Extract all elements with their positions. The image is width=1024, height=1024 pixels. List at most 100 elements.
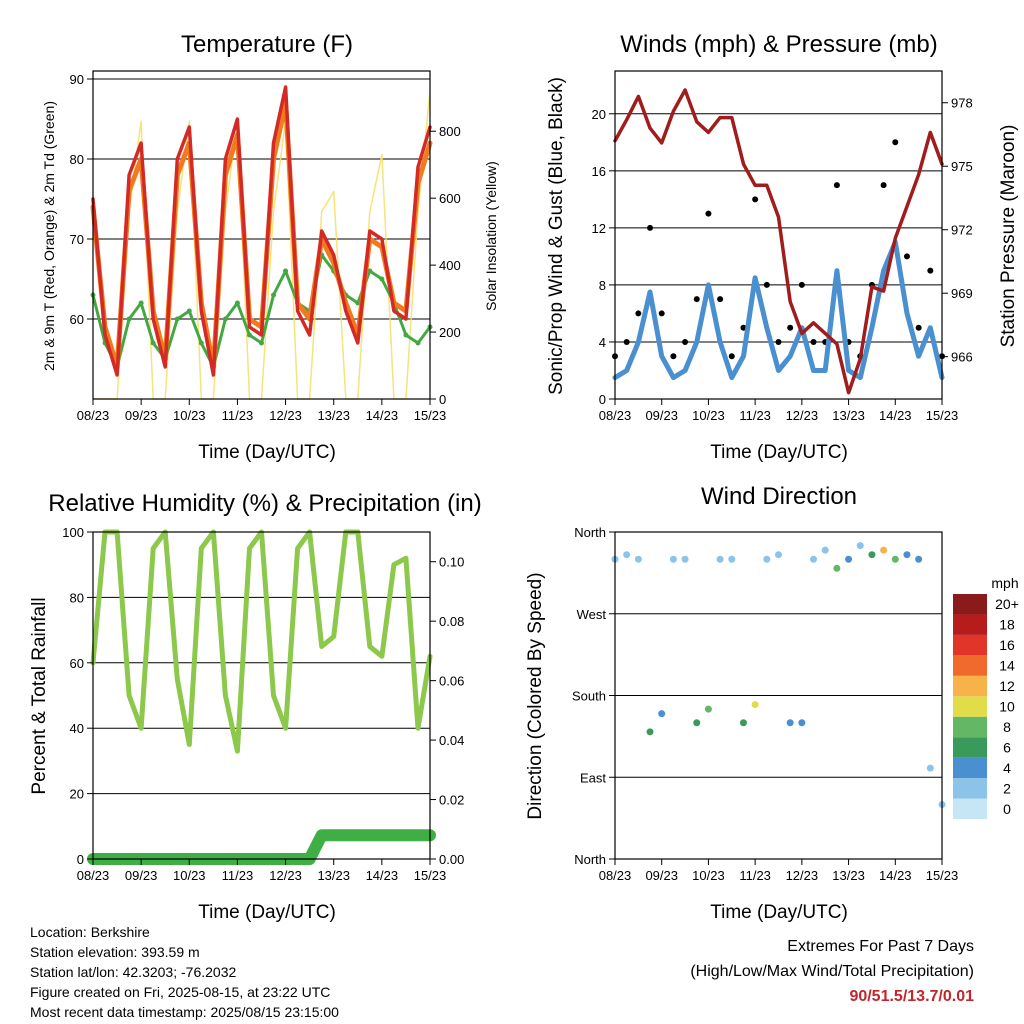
colorbar-label: 16 bbox=[999, 637, 1015, 653]
direction-point bbox=[739, 719, 747, 727]
temperature-ylabel-right: Solar Insolation (Yellow) bbox=[483, 161, 499, 311]
y-tick-label: East bbox=[580, 770, 606, 785]
relative-humidity-line bbox=[90, 529, 433, 754]
humidity-plot-frame bbox=[92, 531, 431, 860]
x-tick-label: 09/23 bbox=[645, 868, 678, 883]
gust-point bbox=[798, 281, 805, 288]
colorbar-swatch bbox=[953, 737, 987, 758]
gust-point bbox=[763, 281, 770, 288]
y-tick-label: 12 bbox=[592, 221, 606, 236]
temperature-series bbox=[90, 85, 433, 400]
winds-x-ticks: 08/23 09/23 10/23 11/23 12/23 13/23 14/23 15/23 bbox=[599, 399, 958, 423]
temperature-x-ticks: 08/23 09/23 10/23 11/23 12/23 13/23 14/23 15/23 bbox=[77, 399, 447, 423]
dewpoint-point bbox=[174, 316, 180, 322]
gust-point bbox=[635, 310, 642, 317]
direction-ylabel-left: Direction (Colored By Speed) bbox=[525, 572, 546, 819]
colorbar-label: 2 bbox=[1003, 780, 1011, 796]
direction-point bbox=[681, 555, 689, 563]
x-tick-label: 10/23 bbox=[692, 868, 725, 883]
y-tick-label: 0 bbox=[77, 852, 84, 867]
direction-point bbox=[669, 555, 677, 563]
dewpoint-point bbox=[259, 340, 264, 346]
y-right-tick-label: 0.08 bbox=[439, 614, 464, 629]
colorbar-label: 20+ bbox=[995, 596, 1019, 612]
gust-point bbox=[658, 310, 665, 317]
pressure-line bbox=[613, 88, 944, 395]
direction-y-left-ticks: North East South West North bbox=[572, 525, 615, 867]
colorbar-swatch bbox=[953, 675, 987, 697]
dewpoint-point bbox=[198, 340, 204, 346]
gust-point bbox=[705, 210, 712, 217]
colorbar-swatch bbox=[953, 757, 987, 779]
y-tick-label: West bbox=[577, 607, 607, 622]
x-tick-label: 13/23 bbox=[832, 868, 865, 883]
y-right-tick-label: 0.04 bbox=[439, 733, 464, 748]
colorbar-label: 8 bbox=[1003, 719, 1011, 735]
temperature-y-right-ticks: 0 200 400 600 800 bbox=[430, 124, 461, 407]
x-tick-label: 15/23 bbox=[414, 868, 447, 883]
winds-y-right-ticks: 966 969 972 975 978 bbox=[942, 96, 973, 365]
direction-point bbox=[693, 719, 701, 727]
y-right-tick-label: 978 bbox=[951, 96, 973, 111]
x-tick-label: 12/23 bbox=[786, 408, 819, 423]
x-tick-label: 14/23 bbox=[366, 868, 399, 883]
y-tick-label: 70 bbox=[70, 232, 84, 247]
humidity-x-ticks: 08/23 09/23 10/23 11/23 12/23 13/23 14/23 15/23 bbox=[77, 859, 447, 883]
colorbar-label: 0 bbox=[1003, 801, 1011, 817]
direction-title: Wind Direction bbox=[701, 483, 857, 510]
y-tick-label: 40 bbox=[70, 721, 84, 736]
extremes-heading: Extremes For Past 7 Days bbox=[787, 938, 974, 955]
temperature-plot-frame bbox=[92, 70, 431, 400]
y-right-tick-label: 969 bbox=[951, 286, 973, 301]
x-tick-label: 11/23 bbox=[222, 868, 254, 883]
y-tick-label: South bbox=[572, 689, 606, 704]
colorbar-title: mph bbox=[991, 575, 1018, 591]
winds-ylabel-left: Sonic/Prop Wind & Gust (Blue, Black) bbox=[546, 77, 567, 395]
colorbar-label: 14 bbox=[999, 658, 1015, 674]
y-tick-label: 100 bbox=[62, 525, 84, 540]
wind-speed-line bbox=[612, 239, 945, 381]
colorbar-swatch bbox=[953, 696, 987, 717]
y-tick-label: 16 bbox=[592, 164, 606, 179]
x-tick-label: 14/23 bbox=[879, 868, 912, 883]
temperature-panel: Temperature (F) 08/23 09/23 10/23 11/23 12/2… bbox=[41, 31, 499, 463]
direction-series bbox=[611, 542, 946, 808]
gust-point bbox=[693, 296, 700, 303]
dewpoint-point bbox=[138, 300, 144, 306]
direction-point bbox=[658, 710, 666, 718]
temperature-ylabel-left: 2m & 9m T (Red, Orange) & 2m Td (Green) bbox=[41, 101, 57, 371]
colorbar-label: 10 bbox=[999, 699, 1015, 715]
humidity-y-right-ticks: 0.00 0.02 0.04 0.06 0.08 0.10 bbox=[430, 555, 464, 867]
y-tick-label: 90 bbox=[70, 72, 84, 87]
figure-created: Figure created on Fri, 2025-08-15, at 23… bbox=[30, 984, 331, 1000]
dewpoint-point bbox=[379, 276, 385, 282]
station-elevation: Station elevation: 393.59 m bbox=[30, 944, 200, 960]
colorbar-swatch bbox=[953, 634, 987, 656]
dewpoint-point bbox=[415, 340, 421, 346]
temperature-y-left-ticks: 60 70 80 90 bbox=[70, 72, 93, 327]
y-tick-label: 60 bbox=[70, 656, 84, 671]
x-tick-label: 08/23 bbox=[599, 868, 632, 883]
y-right-tick-label: 0.00 bbox=[439, 852, 464, 867]
x-tick-label: 08/23 bbox=[77, 408, 110, 423]
direction-point bbox=[845, 555, 853, 563]
x-tick-label: 12/23 bbox=[786, 868, 819, 883]
gust-point bbox=[752, 196, 759, 203]
direction-point bbox=[833, 564, 841, 572]
direction-xlabel: Time (Day/UTC) bbox=[710, 902, 848, 923]
y-right-tick-label: 0.02 bbox=[439, 793, 464, 808]
y-right-tick-label: 800 bbox=[439, 124, 461, 139]
dewpoint-point bbox=[403, 332, 409, 338]
gust-point bbox=[810, 338, 817, 345]
x-tick-label: 11/23 bbox=[739, 408, 771, 423]
dewpoint-point bbox=[367, 268, 373, 274]
x-tick-label: 10/23 bbox=[173, 868, 206, 883]
y-tick-label: 20 bbox=[592, 107, 606, 122]
winds-plot-frame bbox=[614, 70, 943, 400]
x-tick-label: 15/23 bbox=[414, 408, 447, 423]
direction-point bbox=[775, 551, 782, 559]
x-tick-label: 12/23 bbox=[269, 408, 302, 423]
station-latlon: Station lat/lon: 42.3203; -76.2032 bbox=[30, 964, 237, 980]
direction-point bbox=[623, 551, 631, 559]
